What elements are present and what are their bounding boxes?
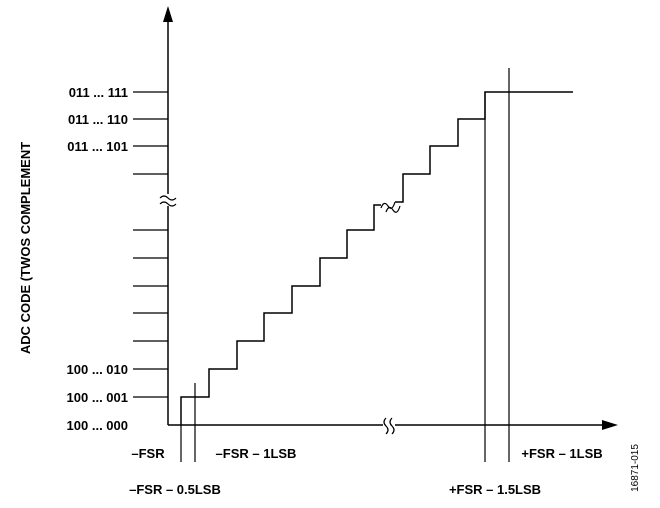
- x-label-neg-fsr: –FSR: [131, 446, 165, 461]
- transfer-staircase-lower: [180, 204, 381, 425]
- figure-id: 16871-015: [630, 444, 641, 492]
- x-axis-break-icon: [383, 417, 395, 435]
- x-label-pos-fsr-minus-1p5lsb: +FSR – 1.5LSB: [449, 482, 541, 497]
- y-code-label: 011 ... 101: [67, 139, 128, 154]
- y-code-label: 100 ... 010: [67, 362, 128, 377]
- y-ticks: [133, 91, 168, 398]
- x-label-neg-fsr-minus-1lsb: –FSR – 1LSB: [216, 446, 297, 461]
- x-axis-arrow: [602, 420, 618, 430]
- y-axis-break-icon: [159, 194, 177, 207]
- transfer-staircase-upper: [395, 91, 573, 203]
- x-label-pos-fsr-minus-1lsb: +FSR – 1LSB: [521, 446, 602, 461]
- y-axis-title: ADC CODE (TWOS COMPLEMENT: [18, 142, 33, 354]
- reference-lines: [180, 68, 510, 462]
- x-label-neg-fsr-minus-half-lsb: –FSR – 0.5LSB: [129, 482, 221, 497]
- y-code-label: 100 ... 000: [67, 418, 128, 433]
- y-axis-arrow: [163, 6, 173, 22]
- staircase-break-icon: [380, 201, 401, 213]
- y-code-label: 011 ... 111: [69, 85, 128, 100]
- y-code-label: 100 ... 001: [67, 390, 128, 405]
- y-code-label: 011 ... 110: [68, 112, 128, 127]
